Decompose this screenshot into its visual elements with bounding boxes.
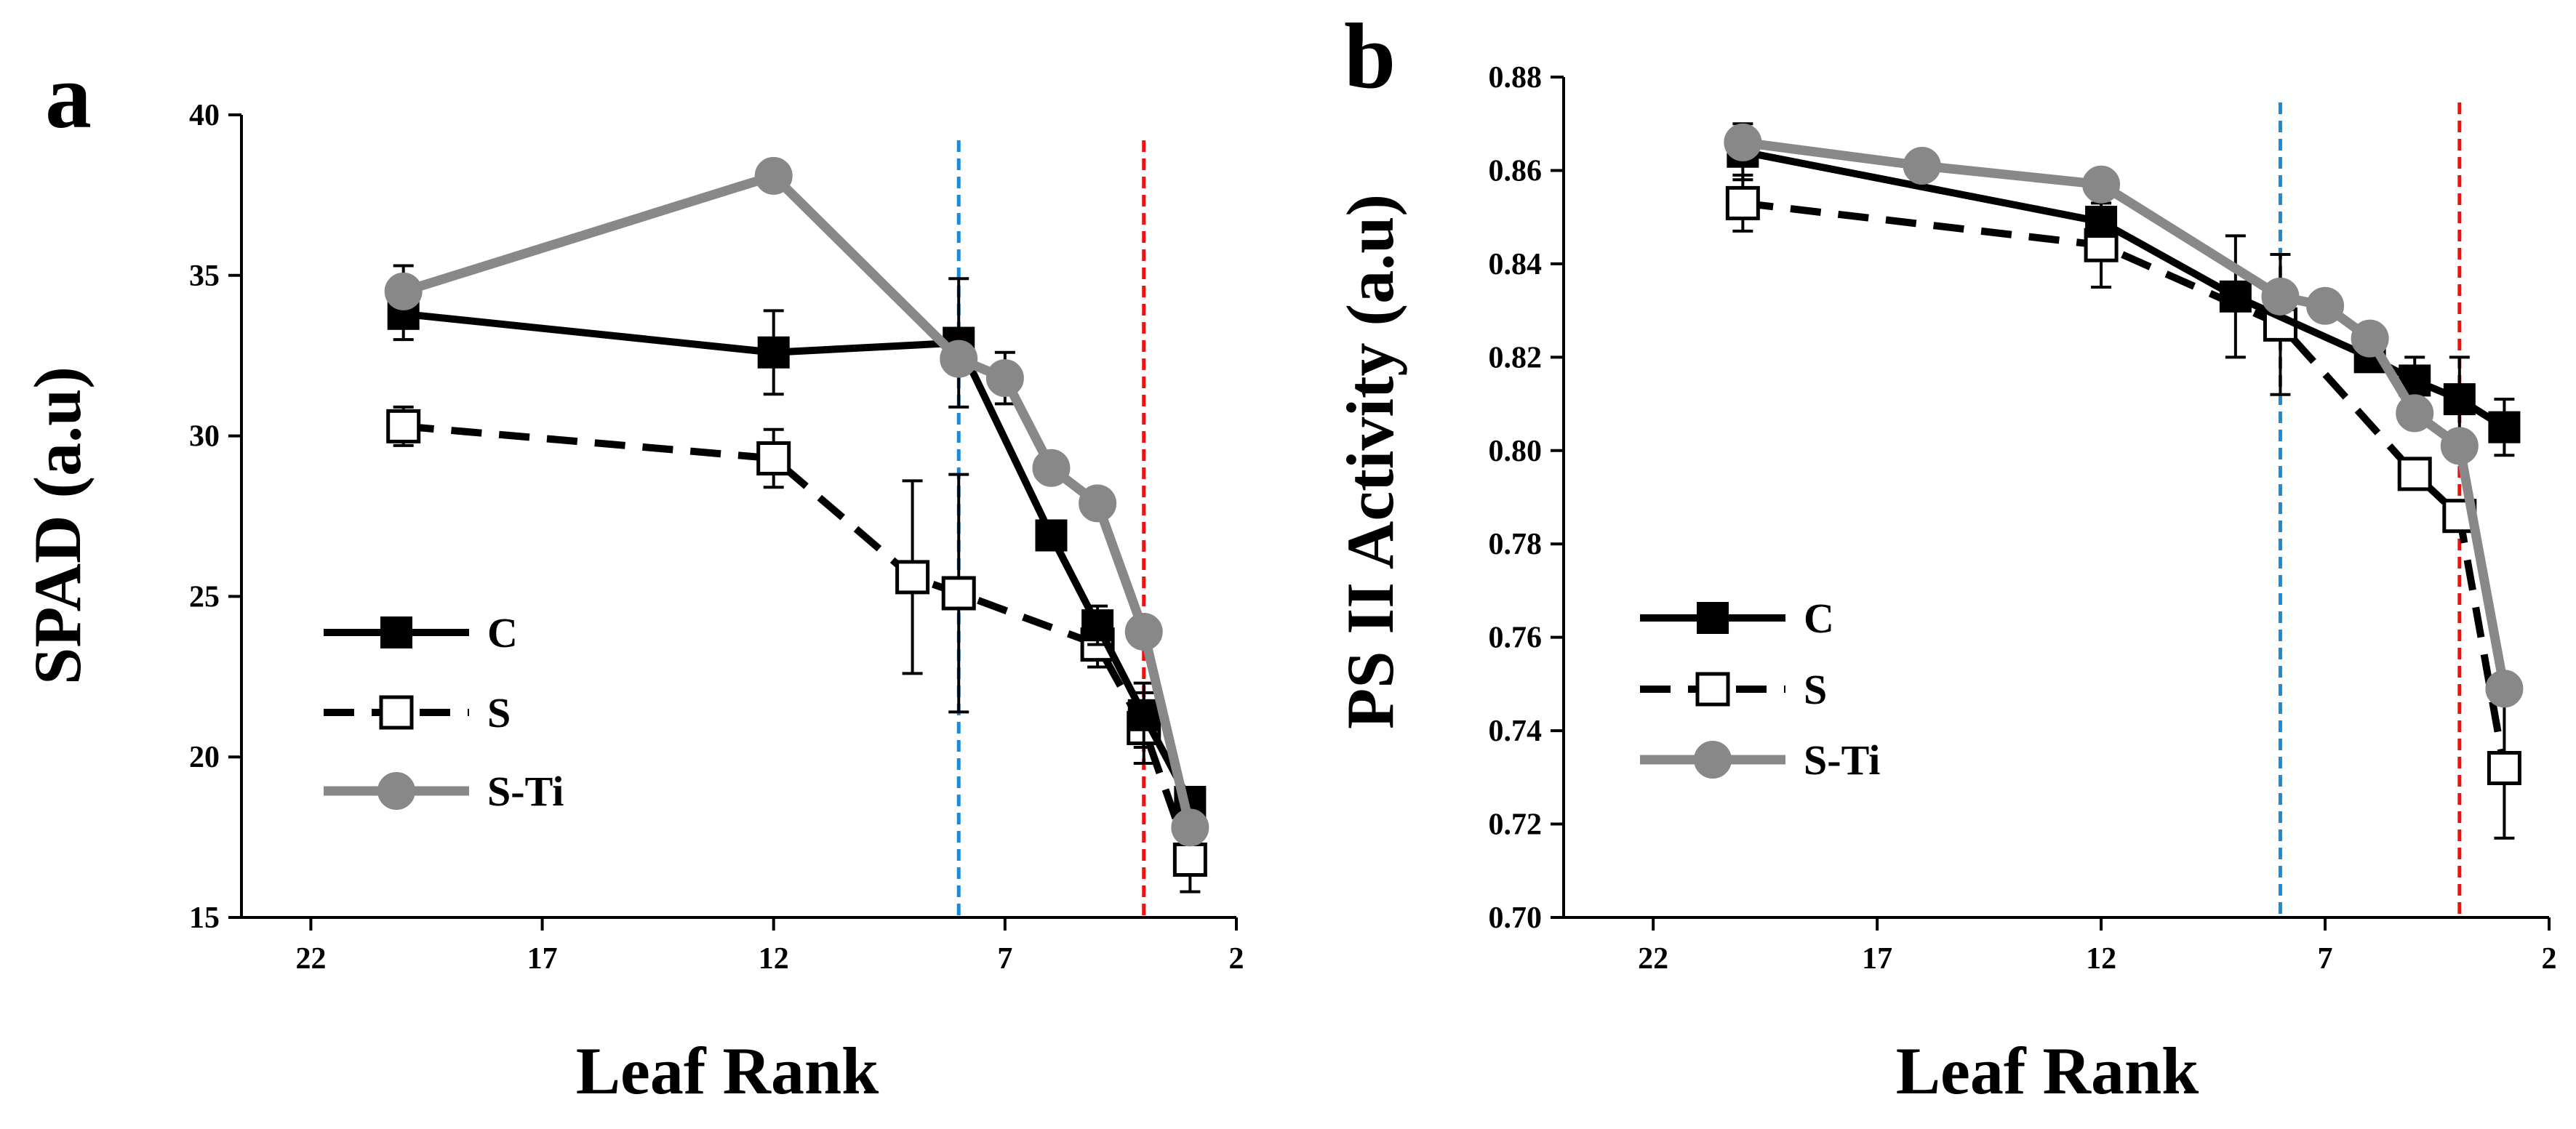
panel-a-x-axis-title: Leaf Rank	[576, 1034, 879, 1108]
panel-b-legend-marker	[1695, 672, 1730, 707]
panel-a-series-line	[403, 310, 1193, 804]
panel-b-y-tick-label: 0.78	[1489, 528, 1543, 561]
panel-a-x-tick-label: 12	[759, 942, 789, 976]
panel-b-data-point	[2487, 750, 2521, 785]
panel-b-data-point	[2396, 394, 2434, 433]
panel-a-data-point	[754, 156, 793, 195]
panel-b-series-s-ti	[1724, 123, 2524, 708]
panel-a-legend-label: C	[487, 609, 518, 656]
panel-a-legend: CS S-Ti	[324, 609, 564, 815]
panel-a-data-point	[1124, 612, 1163, 651]
panel-b-plot-area: 0.70 0.72 0.74 0.76 0.78 0.80 0.82 0.84 0.86 0.88…	[1489, 61, 2557, 976]
panel-b-y-tick-label: 0.74	[1489, 715, 1543, 748]
panel-a-data-point	[940, 339, 978, 378]
panel-b-data-point	[1903, 147, 1941, 185]
panel-a-letter: a	[45, 44, 92, 148]
panel-a-data-point	[384, 272, 423, 310]
panel-a-y-axis-title: SPAD (a.u)	[20, 366, 95, 685]
panel-b-x-tick-label: 22	[1638, 942, 1668, 976]
panel-a-data-point	[1035, 519, 1068, 552]
panel-b-legend-label: S	[1804, 666, 1827, 713]
panel-b-legend-label: C	[1804, 595, 1834, 642]
panel-b-legend-marker	[1697, 602, 1729, 634]
panel-a-data-point	[1079, 484, 1117, 523]
panel-a-y-tick-label: 35	[189, 260, 220, 293]
panel-a-y-tick-label: 20	[189, 741, 220, 774]
panel-a-legend-marker	[379, 695, 414, 730]
panel-b-legend-label: S-Ti	[1804, 736, 1880, 784]
panel-b-data-point	[2351, 319, 2389, 358]
panel-b-data-point	[2219, 280, 2252, 313]
panel-b-data-point	[2261, 277, 2300, 316]
panel-a-data-point	[941, 576, 976, 611]
panel-b-x-tick-label: 12	[2086, 942, 2116, 976]
chart-panel-b: b PS II Activity (a.u) Leaf Rank 0.700.7…	[1333, 4, 2557, 1108]
panel-a-x-tick-label: 2	[1229, 942, 1244, 976]
panel-b-data-point	[2443, 383, 2476, 416]
panel-b-data-point	[2440, 427, 2479, 465]
panel-b-data-point	[1725, 185, 1760, 220]
panel-a-data-point	[386, 409, 421, 443]
panel-a-legend-marker	[380, 616, 412, 648]
panel-a-data-point	[1172, 843, 1207, 877]
panel-b-x-tick-label: 7	[2318, 942, 2333, 976]
panel-a-data-point	[895, 560, 930, 595]
panel-a-data-point	[1032, 449, 1071, 487]
panel-b-y-tick-label: 0.70	[1489, 901, 1543, 935]
panel-a-y-tick-label: 30	[189, 420, 220, 454]
panel-b-series-line	[1742, 199, 2508, 769]
panel-b-x-tick-label: 17	[1862, 942, 1892, 976]
panel-a-y-tick-label: 25	[189, 580, 220, 614]
panel-a-legend-label: S	[487, 689, 511, 736]
panel-b-series-line	[1742, 137, 2509, 690]
panel-a-data-point	[1171, 808, 1209, 847]
panel-b-y-tick-label: 0.76	[1489, 622, 1543, 655]
panel-a-data-point	[756, 441, 791, 476]
panel-a-legend-label: S-Ti	[487, 768, 564, 815]
panel-b-legend: CS S-Ti	[1640, 595, 1880, 784]
panel-a-data-point	[985, 359, 1024, 398]
panel-a-y-tick-label: 40	[189, 99, 220, 132]
panel-b-x-tick-label: 2	[2542, 942, 2557, 976]
panel-a-data-point	[757, 336, 790, 369]
panel-b-data-point	[1724, 123, 1762, 161]
panel-b-y-tick-label: 0.86	[1489, 154, 1543, 188]
panel-b-y-tick-label: 0.82	[1489, 341, 1543, 374]
panel-a-plot-area: 15 20 25 30 35 40 22 17 12 7 2 CS S-Ti	[189, 99, 1244, 976]
panel-b-y-axis-title: PS II Activity (a.u)	[1333, 194, 1407, 729]
panel-b-data-point	[2397, 457, 2432, 491]
panel-b-legend-marker	[1694, 741, 1732, 779]
panel-b-data-point	[2082, 165, 2121, 204]
panel-a-x-tick-label: 7	[997, 942, 1012, 976]
panel-a-x-tick-label: 17	[527, 942, 558, 976]
panel-b-x-axis-title: Leaf Rank	[1896, 1034, 2199, 1108]
panel-b-letter: b	[1344, 4, 1396, 108]
panel-a-data-point	[1127, 699, 1160, 731]
panel-b-y-tick-label: 0.72	[1489, 808, 1543, 842]
panel-a-x-tick-label: 22	[295, 942, 326, 976]
panel-b-data-point	[2488, 411, 2521, 443]
panel-b-data-point	[2485, 670, 2524, 708]
panel-a-legend-marker	[377, 772, 415, 810]
panel-a-series-line	[401, 171, 1195, 829]
panel-b-y-tick-label: 0.80	[1489, 435, 1543, 468]
panel-a-series-s-ti	[384, 156, 1209, 847]
panel-b-data-point	[2085, 206, 2118, 238]
panel-a-data-point	[1081, 609, 1114, 642]
panel-a-y-tick-label: 15	[189, 901, 220, 935]
panel-b-y-tick-label: 0.88	[1489, 61, 1543, 95]
panel-b-y-tick-label: 0.84	[1489, 248, 1543, 281]
panel-b-data-point	[2306, 286, 2345, 325]
